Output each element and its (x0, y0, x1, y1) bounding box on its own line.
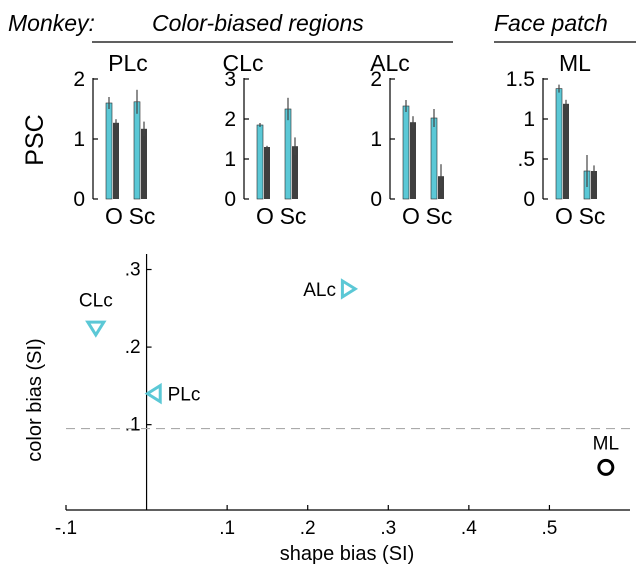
psc-axis-label: PSC (21, 114, 49, 165)
y-tick-label: .2 (125, 337, 141, 358)
y-tick-label: 1.5 (506, 68, 535, 91)
y-axis-label: color bias (SI) (24, 338, 46, 461)
category-label: Sc (129, 203, 156, 229)
point-label: ALc (303, 280, 336, 301)
y-tick-label: 3 (224, 68, 236, 91)
category-label: Sc (280, 203, 307, 229)
point-label: PLc (168, 385, 201, 406)
x-tick-label: .4 (461, 518, 477, 539)
bar-scrambled (264, 147, 270, 199)
bar-scrambled (591, 171, 597, 199)
bar-object (133, 101, 141, 200)
bias-scatter-plot: -.1 .1 .2 .3 .4 .5 .1 .2 .3 shape bias (SI) color … (24, 254, 630, 565)
x-tick-label: .1 (219, 518, 235, 539)
y-tick-label: 0 (224, 188, 236, 211)
category-label: O (105, 203, 123, 229)
bar-object (555, 88, 563, 200)
panel-title: ALc (370, 50, 410, 76)
point-marker-clc (85, 320, 107, 338)
bar-scrambled (113, 122, 119, 199)
bar-object (284, 108, 292, 200)
category-label: O (256, 203, 274, 229)
category-label: O (555, 203, 573, 229)
y-tick-label: 1 (73, 128, 85, 151)
point-label: ML (593, 433, 619, 454)
category-label: Sc (579, 203, 606, 229)
species-label: Monkey: (8, 10, 95, 36)
bar-panel-clc: CLc 0 1 2 3 O Sc (223, 50, 307, 229)
point-marker-ml (597, 458, 615, 476)
face-group-label: Face patch (494, 10, 608, 36)
bar-object (105, 102, 113, 200)
panel-title: PLc (108, 50, 148, 76)
bar-scrambled (410, 122, 416, 199)
x-tick-label: -.1 (55, 518, 77, 539)
y-tick-label: .1 (125, 415, 141, 436)
y-tick-label: 2 (370, 68, 382, 91)
category-label: Sc (426, 203, 453, 229)
y-tick-label: 0 (370, 188, 382, 211)
bar-object (256, 124, 264, 200)
bar-panel-ml: ML 0 .5 1 1.5 O Sc (506, 50, 606, 229)
panel-title: ML (559, 50, 591, 76)
y-tick-label: 1 (224, 148, 236, 171)
x-tick-label: .2 (300, 518, 316, 539)
bar-scrambled (563, 103, 569, 199)
y-tick-label: 2 (224, 108, 236, 131)
panel-title: CLc (223, 50, 264, 76)
x-tick-label: .5 (541, 518, 557, 539)
x-tick-label: .3 (380, 518, 396, 539)
bar-scrambled (292, 146, 298, 199)
bar-object (402, 105, 410, 200)
y-tick-label: .3 (125, 260, 141, 281)
bar-scrambled (141, 128, 147, 199)
point-label: CLc (79, 291, 113, 312)
bar-object (430, 117, 438, 200)
y-tick-label: 1 (370, 128, 382, 151)
point-marker-plc (144, 382, 162, 405)
y-tick-label: 2 (73, 68, 85, 91)
x-axis-label: shape bias (SI) (280, 543, 415, 565)
bar-panel-alc: ALc 0 1 2 O Sc (370, 50, 452, 229)
category-label: O (402, 203, 420, 229)
bar-panel-plc: PLc 0 1 2 O Sc (73, 50, 155, 229)
point-marker-alc (340, 278, 359, 300)
color-group-label: Color-biased regions (152, 10, 364, 36)
y-tick-label: 1 (523, 108, 535, 131)
y-tick-label: .5 (517, 148, 535, 171)
y-tick-label: 0 (73, 188, 85, 211)
y-tick-label: 0 (523, 188, 535, 211)
